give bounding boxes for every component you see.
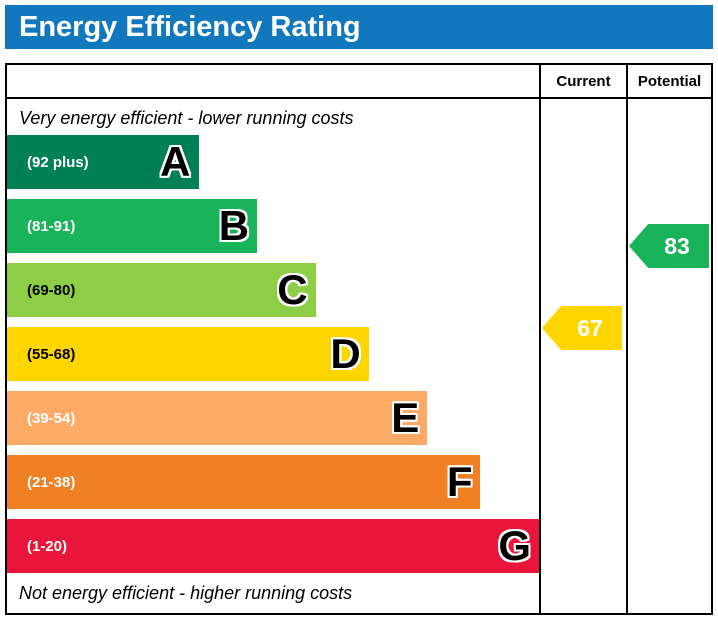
band-f-range: (21-38) (27, 473, 76, 491)
current-column-label: Current (556, 72, 611, 90)
band-a-range: (92 plus) (27, 153, 89, 171)
band-d-letter: D (330, 330, 361, 377)
band-list: (92 plus) A (81-91) B (69-80) C (55-68) … (7, 135, 539, 573)
current-rating-arrow: 67 (542, 306, 622, 350)
top-note: Very energy efficient - lower running co… (19, 108, 354, 128)
title-bar: Energy Efficiency Rating (5, 5, 713, 49)
band-c: (69-80) C (7, 263, 316, 317)
band-c-range: (69-80) (27, 281, 76, 299)
band-d-range: (55-68) (27, 345, 76, 363)
bottom-note: Not energy efficient - higher running co… (19, 583, 353, 603)
potential-rating-arrow: 83 (629, 224, 709, 268)
band-e-range: (39-54) (27, 409, 76, 427)
band-f: (21-38) F (7, 455, 481, 509)
band-b: (81-91) B (7, 199, 258, 253)
band-d: (55-68) D (7, 327, 369, 381)
band-g-range: (1-20) (27, 537, 68, 555)
current-rating-value: 67 (577, 314, 603, 341)
potential-column: 83 (626, 99, 711, 613)
chart-body: Very energy efficient - lower running co… (7, 99, 711, 613)
potential-column-label: Potential (637, 72, 702, 90)
band-g: (1-20) G (7, 519, 539, 573)
band-b-letter: B (218, 202, 250, 249)
chart-header-row: Current Potential (7, 65, 711, 99)
band-f-letter: F (446, 458, 473, 505)
bands-area: Very energy efficient - lower running co… (7, 99, 539, 613)
header-spacer (7, 65, 539, 97)
potential-column-header: Potential (626, 65, 711, 97)
current-column: 67 (539, 99, 626, 613)
band-g-letter: G (498, 522, 531, 569)
band-a-letter: A (160, 138, 191, 185)
band-e: (39-54) E (7, 391, 428, 445)
band-a: (92 plus) A (7, 135, 199, 189)
band-c-letter: C (277, 266, 308, 313)
page-title: Energy Efficiency Rating (19, 10, 361, 43)
band-b-range: (81-91) (27, 217, 76, 235)
band-e-letter: E (391, 394, 420, 441)
current-column-header: Current (539, 65, 626, 97)
potential-rating-value: 83 (664, 232, 690, 259)
energy-rating-chart: Current Potential Very energy efficient … (5, 63, 713, 615)
